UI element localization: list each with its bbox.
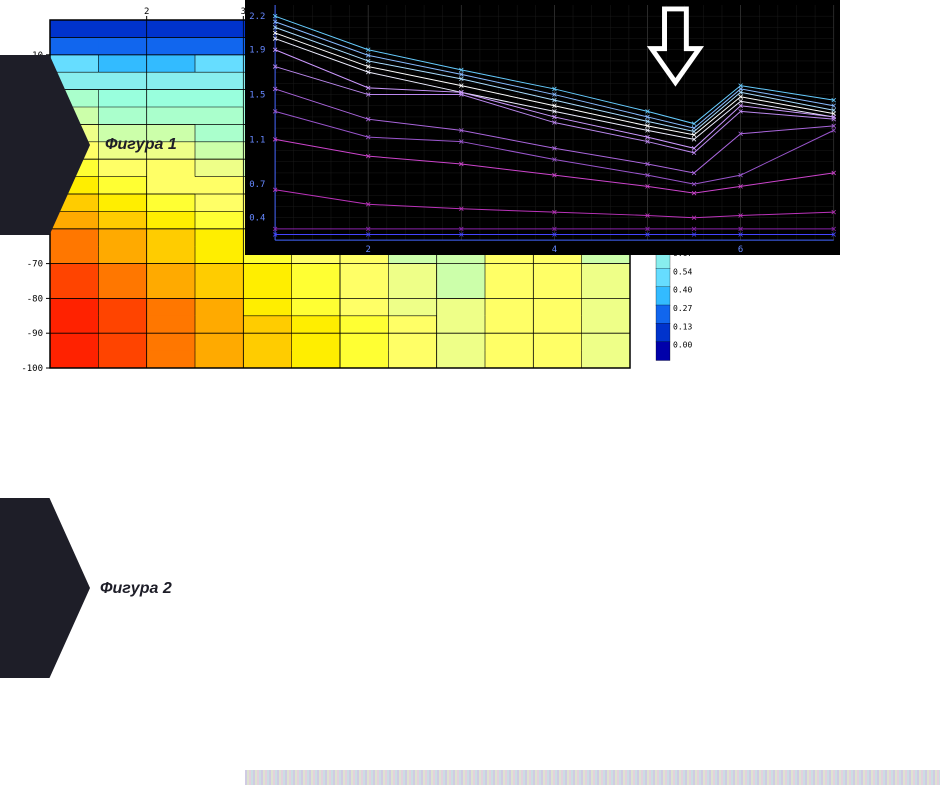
svg-text:2.2: 2.2 (249, 12, 265, 22)
svg-text:2: 2 (366, 245, 371, 254)
svg-text:6: 6 (738, 245, 743, 254)
figure2-label: Фигура 2 (100, 580, 172, 598)
svg-text:0.00: 0.00 (673, 341, 692, 350)
svg-text:0.40: 0.40 (673, 286, 692, 295)
figure1-line-chart: 2 4 6 0.4 0.7 1.1 1.5 1.9 2.2 (245, 0, 840, 255)
svg-text:-70: -70 (27, 260, 43, 270)
chevron-right-icon (0, 55, 90, 235)
chevron-right-icon (0, 498, 90, 678)
svg-text:-80: -80 (27, 294, 43, 304)
figure1-label: Фигура 1 (105, 136, 177, 154)
svg-text:-100: -100 (21, 364, 43, 374)
svg-text:0.27: 0.27 (673, 304, 692, 313)
svg-text:0.54: 0.54 (673, 267, 692, 276)
svg-text:0.7: 0.7 (249, 180, 265, 190)
svg-text:1.1: 1.1 (249, 135, 265, 145)
svg-text:0.13: 0.13 (673, 322, 692, 331)
figure1-pointer (0, 55, 90, 235)
svg-text:0.4: 0.4 (249, 214, 265, 224)
svg-text:1.5: 1.5 (249, 91, 265, 101)
figure1-svg: 2 4 6 0.4 0.7 1.1 1.5 1.9 2.2 (246, 1, 839, 254)
svg-text:4: 4 (552, 245, 557, 254)
noise-strip (245, 770, 940, 785)
svg-text:1.9: 1.9 (249, 46, 265, 56)
figure2-pointer (0, 498, 90, 678)
svg-text:2: 2 (144, 7, 149, 17)
svg-text:-90: -90 (27, 329, 43, 339)
